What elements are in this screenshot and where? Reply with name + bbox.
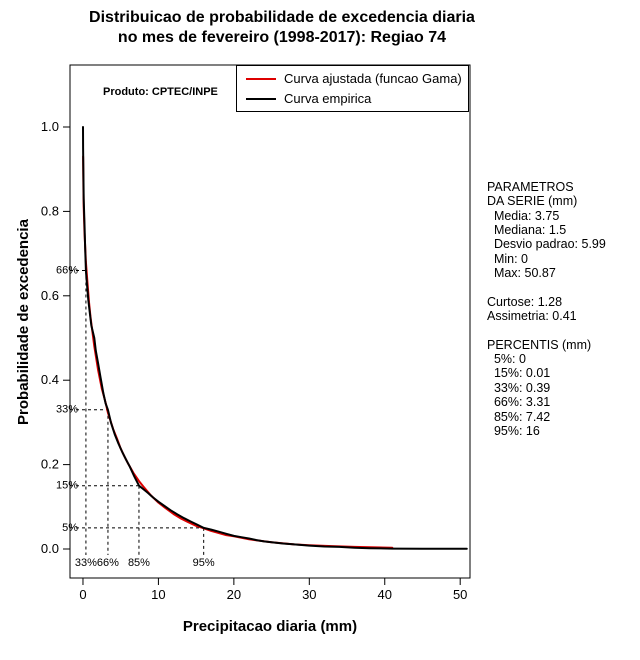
stats-line: 85%: 7.42 [487, 409, 551, 424]
x-axis-tick-label: 40 [378, 587, 392, 602]
stats-line: DA SERIE (mm) [487, 194, 578, 209]
stats-line: 66%: 3.31 [487, 395, 551, 410]
stats-line [487, 323, 606, 337]
legend-line-swatch [246, 77, 276, 80]
curve-gamma [82, 155, 394, 549]
stats-line: 95%: 16 [487, 423, 540, 438]
plot-box [69, 64, 471, 579]
exceedance-level-label: 33% [56, 404, 78, 416]
x-axis-tick-label: 20 [227, 587, 241, 602]
legend-label: Curva empirica [284, 91, 372, 106]
x-axis-title: Precipitacao diaria (mm) [182, 618, 358, 635]
legend: Curva ajustada (funcao Gama) Curva empiri… [236, 65, 469, 112]
stats-line: PARAMETROS [487, 180, 574, 194]
y-axis-tick-label: 0.8 [41, 203, 59, 218]
legend-item: Curva ajustada (funcao Gama) [246, 70, 468, 87]
legend-line-swatch [246, 97, 276, 100]
y-axis-tick-label: 0.0 [41, 541, 59, 556]
stats-line [487, 280, 606, 294]
stats-line: Min: 0 [487, 251, 528, 266]
stats-line: Curtose: 1.28 [487, 294, 563, 309]
percentile-x-label: 95% [193, 557, 215, 569]
x-axis-tick-label: 50 [453, 587, 467, 602]
y-axis-tick-label: 1.0 [41, 119, 59, 134]
chart-title: Distribuicao de probabilidade de exceden… [0, 8, 564, 48]
legend-item: Curva empirica [246, 90, 468, 107]
percentile-x-label: 85% [128, 557, 150, 569]
stats-line: Mediana: 1.5 [487, 223, 567, 238]
stats-line: 33%: 0.39 [487, 380, 551, 395]
stats-line: Max: 50.87 [487, 266, 556, 281]
stats-line: Assimetria: 0.41 [487, 309, 577, 324]
stats-line: Media: 3.75 [487, 208, 560, 223]
stats-line: PERCENTIS (mm) [487, 337, 592, 352]
y-axis-tick-label: 0.2 [41, 457, 59, 472]
x-axis-tick-label: 30 [302, 587, 316, 602]
percentile-x-label: 33% [75, 557, 97, 569]
exceedance-level-label: 66% [56, 264, 78, 276]
stats-line: Desvio padrao: 5.99 [487, 237, 606, 252]
x-axis-tick-label: 0 [79, 587, 86, 602]
stats-panel: PARAMETROS DA SERIE (mm) Media: 3.75 Medi… [487, 180, 606, 438]
exceedance-level-label: 5% [62, 522, 78, 534]
y-axis-tick-label: 0.6 [41, 288, 59, 303]
x-axis-tick-label: 10 [151, 587, 165, 602]
stats-line: 5%: 0 [487, 352, 526, 367]
product-note: Produto: CPTEC/INPE [103, 86, 218, 98]
y-axis-title: Probabilidade de excedencia [15, 219, 32, 425]
percentile-x-label: 66% [97, 557, 119, 569]
stats-line: 15%: 0.01 [487, 366, 551, 381]
legend-label: Curva ajustada (funcao Gama) [284, 71, 462, 86]
chart-title-line1: Distribuicao de probabilidade de exceden… [89, 9, 475, 26]
exceedance-level-label: 15% [56, 480, 78, 492]
curve-empirica [82, 126, 468, 550]
y-axis-tick-label: 0.4 [41, 372, 59, 387]
chart-title-line2: no mes de fevereiro (1998-2017): Regiao … [117, 29, 447, 46]
